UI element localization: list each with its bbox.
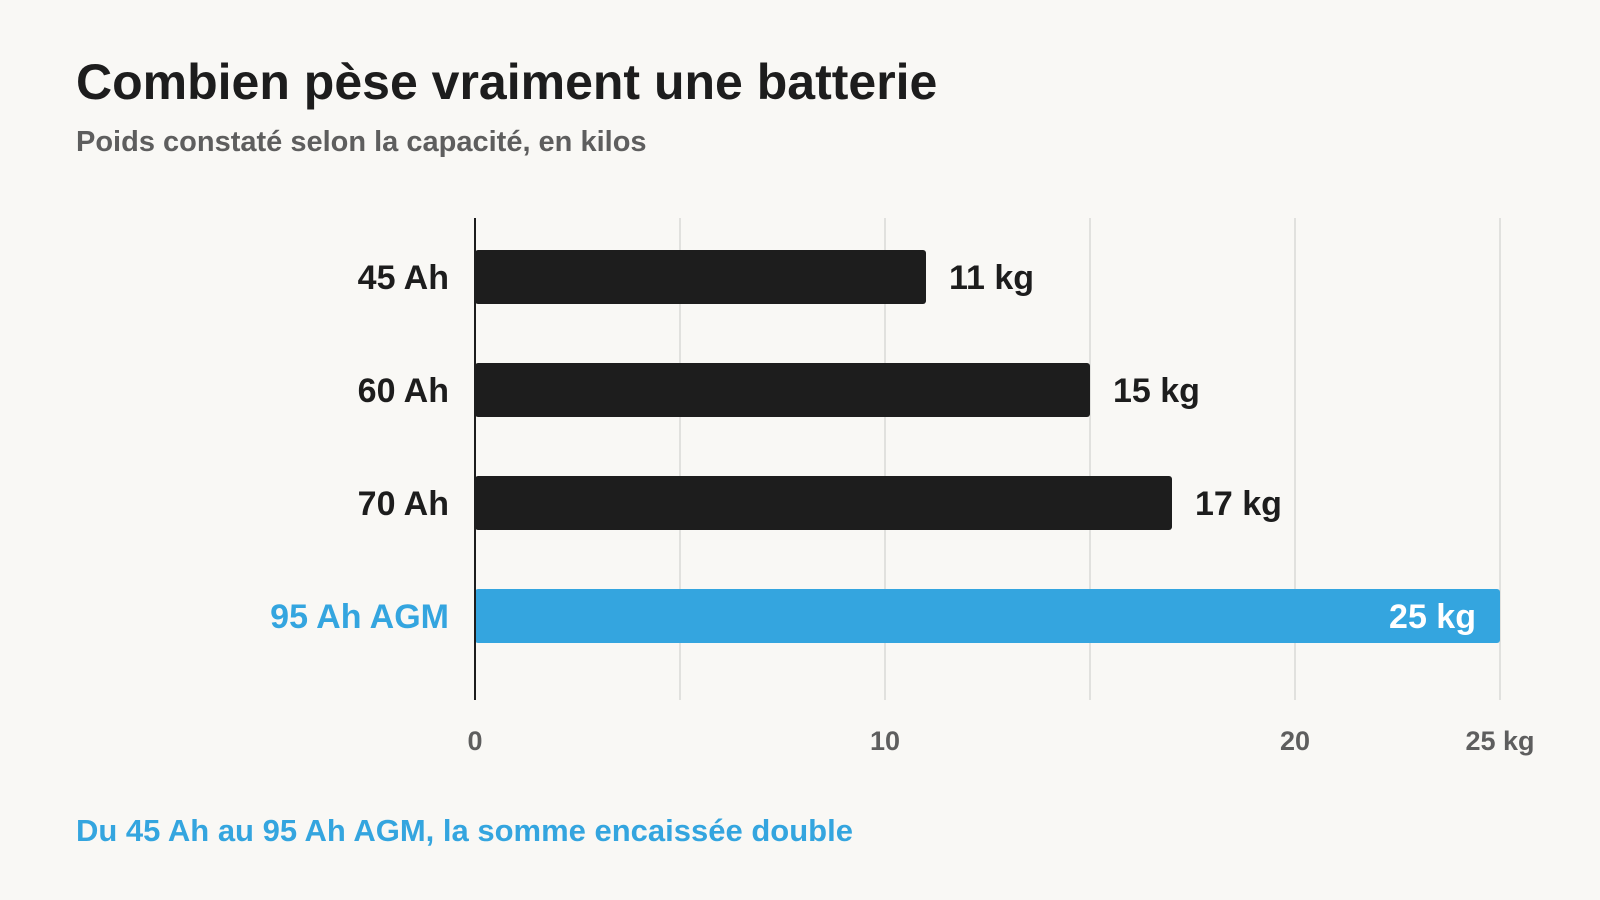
bar-95-ah-agm <box>475 589 1500 643</box>
tick-label-0: 0 <box>467 726 482 756</box>
value-label: 11 kg <box>949 259 1034 297</box>
category-label: 95 Ah AGM <box>270 598 449 636</box>
tick-label-10: 10 <box>870 726 900 756</box>
chart-subtitle: Poids constaté selon la capacité, en kil… <box>76 126 647 158</box>
value-label: 25 kg <box>1389 598 1476 636</box>
bar-70-ah <box>475 476 1172 530</box>
chart-title: Combien pèse vraiment une batterie <box>76 54 938 110</box>
bar-60-ah <box>475 363 1090 417</box>
category-label: 60 Ah <box>358 372 449 410</box>
tick-label-20: 20 <box>1280 726 1310 756</box>
bar-45-ah <box>475 250 926 304</box>
footnote: Du 45 Ah au 95 Ah AGM, la somme encaissé… <box>76 813 853 848</box>
x-tick-labels: 0 10 20 25 kg <box>467 726 1534 756</box>
value-label: 17 kg <box>1195 485 1282 523</box>
bars: 45 Ah 11 kg 60 Ah 15 kg 70 Ah 17 kg 95 Ah AGM 2… <box>270 250 1500 643</box>
value-label: 15 kg <box>1113 372 1200 410</box>
tick-label-25: 25 kg <box>1465 726 1534 756</box>
category-label: 70 Ah <box>358 485 449 523</box>
category-label: 45 Ah <box>358 259 449 297</box>
